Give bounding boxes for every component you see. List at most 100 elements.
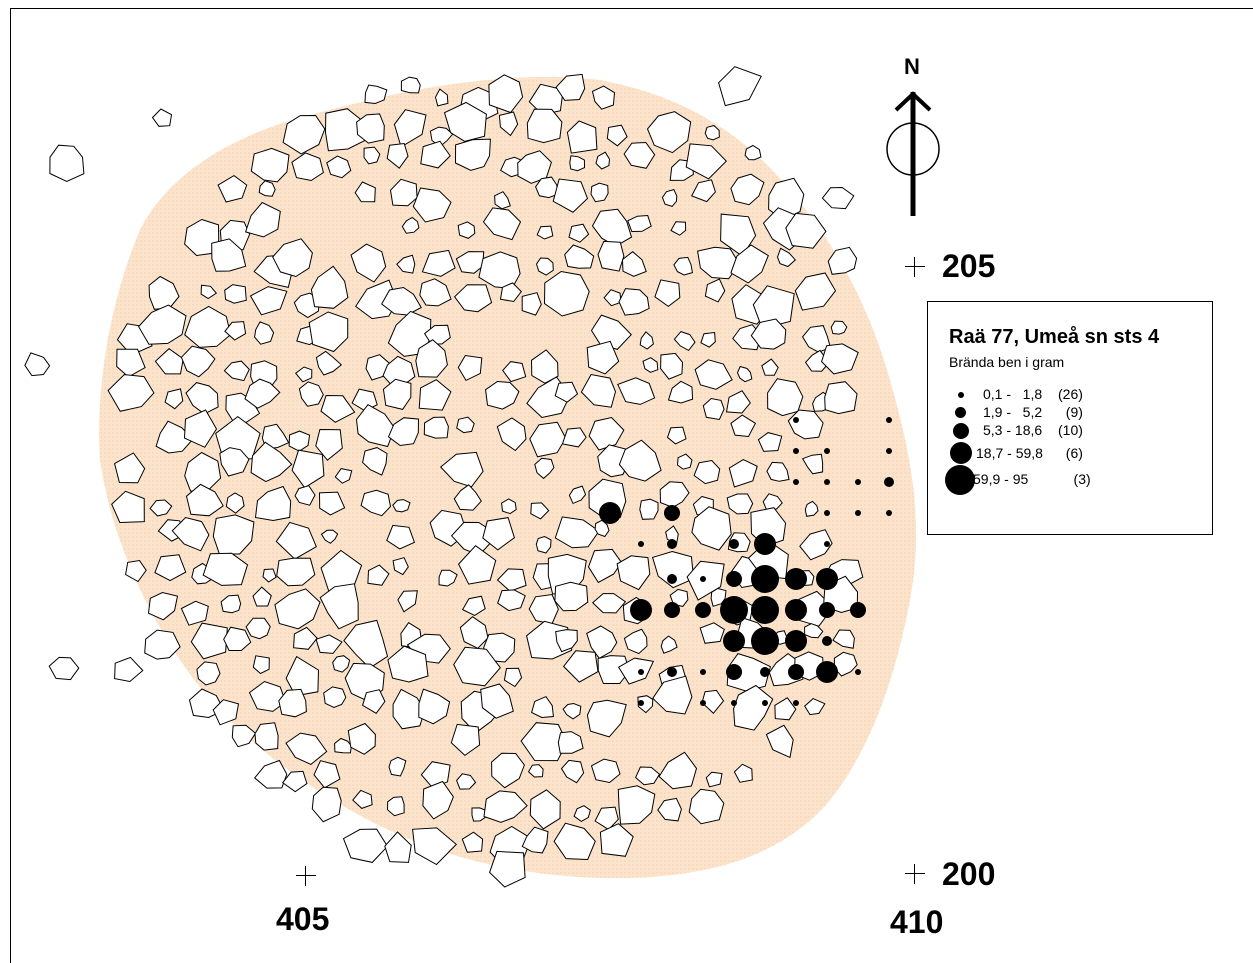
stone [673, 331, 696, 352]
bone-find-dot [762, 700, 768, 706]
stone [766, 461, 790, 482]
bone-find-dot [599, 502, 621, 524]
stone [457, 545, 497, 585]
bone-find-dot [726, 664, 742, 680]
stone [586, 340, 620, 375]
stone [258, 180, 276, 197]
stone [418, 379, 452, 411]
stone [326, 155, 352, 179]
stone [690, 179, 716, 203]
stone [144, 629, 181, 660]
stone [392, 688, 426, 730]
stone [392, 499, 411, 513]
stone [618, 288, 650, 316]
stone [224, 321, 247, 341]
bone-find-dot [726, 571, 742, 587]
bone-find-dot [816, 661, 838, 683]
stone [107, 374, 155, 412]
bone-find-dot [824, 448, 830, 454]
legend-box: Raä 77, Umeå sn sts 4 Brända ben i gram … [927, 301, 1213, 535]
legend-item: 5,3 - 18,6 (10) [928, 420, 1208, 442]
stone [282, 114, 326, 155]
bone-find-dot [751, 596, 779, 624]
stone [111, 490, 145, 524]
bone-find-dot [667, 539, 677, 549]
stone [720, 213, 757, 257]
stone [364, 84, 388, 105]
stone [591, 85, 616, 110]
legend-range: 0,1 - 1,8 [983, 386, 1043, 402]
stone [526, 108, 563, 144]
stone [554, 381, 579, 403]
coord-label-410: 410 [890, 904, 944, 940]
stone [590, 758, 621, 784]
stone [726, 493, 754, 515]
stone [362, 447, 388, 476]
bone-find-dot [638, 541, 644, 547]
stone [552, 178, 589, 213]
stone [651, 550, 695, 589]
stone [501, 498, 517, 515]
stone [412, 827, 458, 866]
legend-count: (3) [1058, 471, 1091, 487]
stone [439, 451, 484, 488]
stone [171, 516, 210, 552]
stone [521, 826, 549, 854]
stone [356, 113, 385, 144]
stone [381, 286, 422, 316]
stone [494, 191, 511, 210]
stone [114, 656, 144, 683]
north-arrow [884, 52, 944, 222]
stone [343, 619, 389, 669]
stone [485, 380, 520, 410]
bone-find-dot [793, 700, 799, 706]
stone [482, 517, 515, 551]
stone [673, 256, 693, 276]
stone [821, 343, 859, 375]
stone [386, 524, 416, 550]
stone [149, 499, 173, 517]
stone [804, 698, 826, 716]
stone [180, 600, 209, 626]
stone [154, 554, 187, 582]
stone [736, 365, 753, 383]
stone [705, 771, 723, 788]
stone [315, 350, 343, 376]
stone [420, 140, 451, 169]
north-label: N [904, 54, 920, 79]
stone [804, 623, 824, 639]
stone [597, 655, 631, 684]
stone [554, 581, 589, 612]
stone [294, 366, 313, 383]
stone [392, 557, 409, 576]
stone [482, 207, 522, 241]
stone [830, 320, 848, 335]
stone [254, 485, 292, 522]
stone [621, 251, 647, 277]
stone [483, 790, 528, 823]
stone [560, 759, 585, 784]
bone-find-dot [822, 636, 832, 646]
bone-find-dot [855, 510, 861, 516]
bone-find-dot [884, 477, 894, 487]
stone [691, 506, 732, 551]
stone [438, 569, 458, 587]
legend-range: 59,9 - 95 [973, 471, 1029, 487]
bone-find-dot [760, 667, 770, 677]
bone-find-dot [886, 417, 892, 423]
stone [654, 279, 681, 308]
stone [155, 420, 194, 454]
stone [725, 390, 751, 414]
stone [342, 828, 389, 863]
bone-find-dot [751, 565, 779, 593]
stone [564, 244, 595, 269]
stone [535, 176, 559, 199]
stone [471, 807, 488, 822]
stone [347, 722, 376, 755]
bone-find-dot [793, 448, 799, 454]
stone [568, 223, 590, 243]
stone [659, 481, 690, 508]
stone [212, 699, 240, 726]
bone-find-dot [886, 448, 892, 454]
legend-dot-icon [953, 423, 969, 439]
